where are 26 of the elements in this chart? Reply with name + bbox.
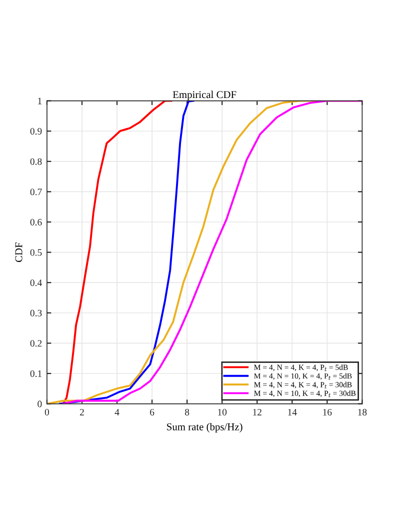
y-tick-label: 0.4: [30, 280, 42, 286]
x-tick-label: 8: [185, 408, 190, 416]
x-tick-label: 2: [80, 408, 84, 416]
y-tick-label: 0.5: [30, 249, 42, 256]
x-tick-label: 18: [358, 408, 367, 416]
x-tick-label: 14: [288, 408, 297, 416]
y-tick-label: 0.3: [30, 310, 42, 316]
y-tick-label: 0.9: [30, 128, 42, 135]
x-axis-title: Sum rate (bps/Hz): [167, 423, 242, 432]
y-axis-title: CDF: [15, 242, 22, 262]
x-tick-label: 0: [44, 408, 50, 416]
y-tick-label: 0.6: [30, 218, 42, 226]
x-tick-label: 16: [323, 408, 332, 416]
x-tick-label: 4: [114, 408, 120, 416]
line-series: [58, 100, 194, 404]
y-tick-label: 0.1: [30, 370, 42, 377]
x-tick-label: 6: [150, 408, 154, 416]
y-tick-label: 0: [38, 400, 42, 408]
line-series: [62, 100, 172, 404]
y-tick-label: 0.8: [30, 158, 42, 165]
x-tick-label: 10: [218, 408, 227, 416]
chart-title: Empirical CDF: [172, 90, 236, 100]
x-tick-label: 12: [253, 408, 262, 416]
y-tick-label: 0.2: [30, 340, 42, 347]
y-tick-label: 0.7: [30, 188, 42, 196]
y-tick-label: 1: [38, 98, 42, 104]
